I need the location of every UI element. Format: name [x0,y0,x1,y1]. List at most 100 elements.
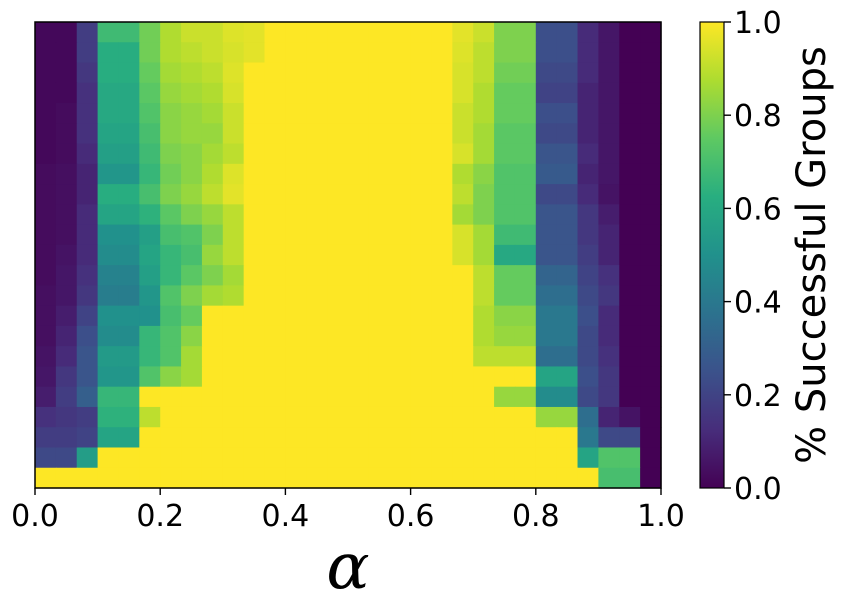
heatmap-cell [118,163,140,185]
heatmap-cell [452,103,474,124]
heatmap-cell [285,346,307,368]
heatmap-cell [452,406,474,428]
heatmap-cell [35,366,57,388]
heatmap-cell [494,143,516,165]
heatmap-cell [139,62,161,84]
heatmap-cell [201,204,224,226]
heatmap-cell [473,346,495,368]
heatmap-cell [431,305,453,327]
heatmap-cell [181,467,203,489]
heatmap-cell [598,62,620,84]
heatmap-cell [181,285,203,307]
heatmap-cell [640,103,662,124]
heatmap-cell [35,163,57,185]
heatmap-cell [348,447,370,469]
heatmap-cell [431,184,453,205]
heatmap-cell [181,224,203,246]
heatmap-cell [640,366,662,388]
heatmap-cell [598,346,620,368]
heatmap-cell [243,22,266,43]
heatmap-cell [306,366,328,388]
heatmap-cell [222,143,245,165]
heatmap-cell [264,103,286,124]
heatmap-cell [243,244,266,266]
heatmap-cell [473,224,495,246]
heatmap-cell [410,42,433,64]
heatmap-cell [556,184,579,205]
heatmap-cell [473,22,495,43]
heatmap-cell [160,265,182,286]
heatmap-cell [55,265,78,286]
heatmap-cell [201,386,224,408]
heatmap-cell [55,42,78,64]
heatmap-cell [160,103,182,124]
heatmap-cell [598,386,620,408]
heatmap-cell [556,103,579,124]
heatmap-cell [619,325,641,347]
heatmap-cell [514,42,537,64]
heatmap-cell [160,366,182,388]
heatmap-cell [97,244,120,266]
heatmap-cell [160,406,182,428]
heatmap-cell [35,103,57,124]
heatmap-cell [243,42,266,64]
heatmap-cell [473,143,495,165]
heatmap-cell [264,366,286,388]
heatmap-cell [535,305,558,327]
heatmap-cell [201,62,224,84]
heatmap-cell [431,62,453,84]
heatmap-cell [494,346,516,368]
heatmap-cell [452,62,474,84]
heatmap-cell [577,82,599,104]
heatmap-cell [201,22,224,43]
heatmap-cell [76,406,99,428]
heatmap-cell [243,103,266,124]
heatmap-cell [222,163,245,185]
heatmap-cell [452,427,474,449]
heatmap-cell [306,103,328,124]
heatmap-cell [598,143,620,165]
heatmap-cell [55,467,78,489]
heatmap-cell [243,325,266,347]
colorbar-tick-label: 1.0 [734,6,782,41]
heatmap-cell [327,62,349,84]
heatmap-cell [118,143,140,165]
heatmap-cell [201,366,224,388]
heatmap-cell [306,163,328,185]
heatmap-cell [201,265,224,286]
colorbar-tick-label: 0.4 [734,286,782,321]
heatmap-cell [619,123,641,145]
heatmap-cell [431,325,453,347]
heatmap-cell [494,386,516,408]
heatmap-cell [306,224,328,246]
heatmap-cell [389,62,412,84]
heatmap-cell [348,386,370,408]
plot-frame [34,21,662,489]
heatmap-cell [577,143,599,165]
heatmap-cell [577,386,599,408]
heatmap-cell [640,204,662,226]
heatmap-cell [97,22,120,43]
heatmap-cell [535,406,558,428]
heatmap-cell [264,82,286,104]
heatmap-cell [201,305,224,327]
heatmap-cell [368,244,391,266]
heatmap-cell [97,82,120,104]
heatmap-cell [640,62,662,84]
heatmap-cell [640,163,662,185]
heatmap-cell [97,224,120,246]
heatmap-cell [410,346,433,368]
heatmap-cell [473,427,495,449]
heatmap-cell [619,366,641,388]
heatmap-cell [97,103,120,124]
heatmap-cell [139,325,161,347]
heatmap-cell [431,366,453,388]
heatmap-cell [76,62,99,84]
heatmap-cell [410,143,433,165]
heatmap-cell [556,62,579,84]
heatmap-cell [348,123,370,145]
heatmap-cell [285,62,307,84]
heatmap-cell [243,265,266,286]
heatmap-cell [431,42,453,64]
heatmap-cell [118,325,140,347]
